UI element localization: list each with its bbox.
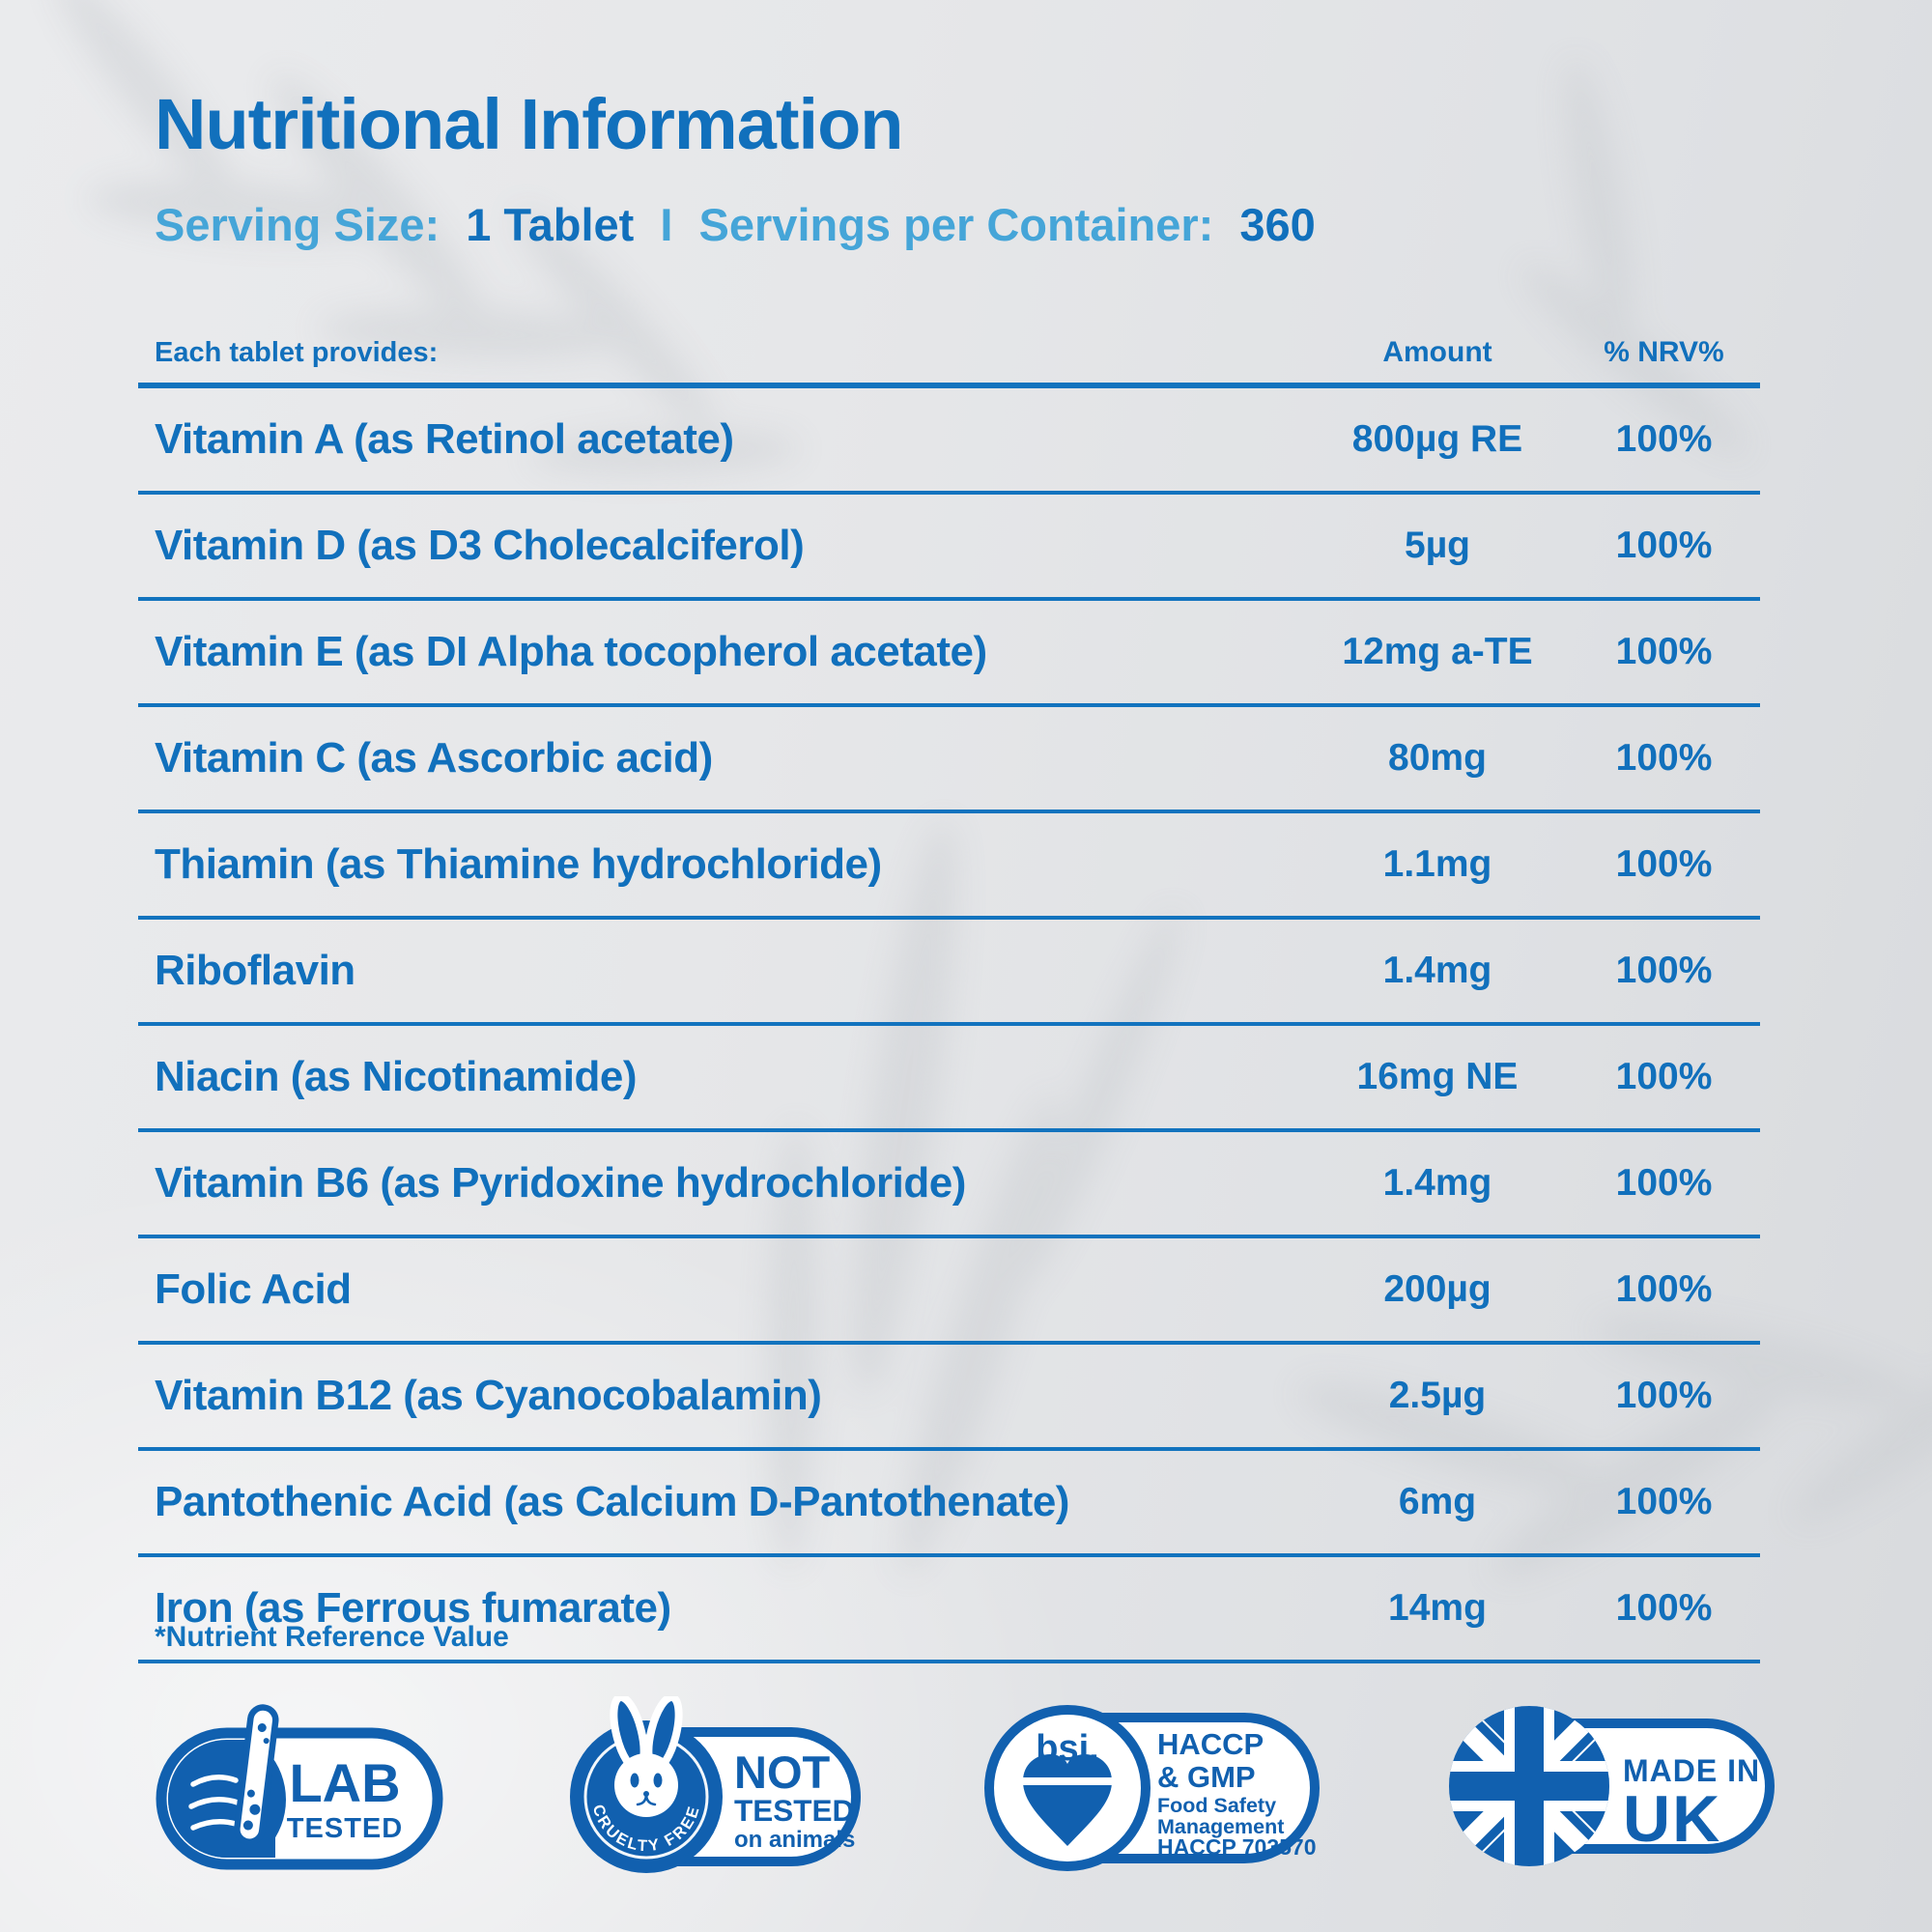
table-row: Iron (as Ferrous fumarate) 14mg 100% [138,1557,1760,1663]
nutrient-nrv: 100% [1615,1375,1713,1416]
table-row: Thiamin (as Thiamine hydrochloride) 1.1m… [138,813,1760,920]
lab-tested-text: TESTED [287,1813,403,1844]
serving-info: Serving Size: 1 Tablet I Servings per Co… [155,199,1316,251]
table-row: Pantothenic Acid (as Calcium D-Pantothen… [138,1451,1760,1557]
nutrient-name: Thiamin (as Thiamine hydrochloride) [155,840,882,888]
nutrient-nrv: 100% [1615,1162,1713,1204]
provides-label: Each tablet provides: [155,337,439,368]
nutrition-table: Each tablet provides: Amount % NRV% Vita… [138,311,1760,1663]
table-row: Vitamin A (as Retinol acetate) 800µg RE … [138,388,1760,495]
table-row: Vitamin D (as D3 Cholecalciferol) 5µg 10… [138,495,1760,601]
haccp-text: HACCP [1157,1727,1264,1761]
nutrient-name: Vitamin A (as Retinol acetate) [155,415,734,463]
food-safety-text: Food Safety [1157,1794,1276,1817]
footnote: *Nutrient Reference Value [155,1621,509,1653]
nutrient-amount: 12mg a-TE [1342,631,1533,672]
made-in-uk-badge: MADE IN UK [1448,1705,1775,1866]
uk-text: UK [1623,1782,1721,1856]
nutrient-name: Folic Acid [155,1265,352,1313]
management-text: Management [1157,1815,1284,1838]
nutrient-amount: 6mg [1398,1481,1477,1522]
nutrient-nrv: 100% [1615,525,1713,566]
servings-per-container-value: 360 [1239,199,1316,250]
table-row: Vitamin E (as DI Alpha tocopherol acetat… [138,601,1760,707]
gmp-text: & GMP [1157,1760,1256,1794]
serving-size-value: 1 Tablet [466,199,635,250]
nutrient-nrv: 100% [1615,737,1713,779]
nutrient-nrv: 100% [1615,1481,1713,1522]
nutrient-name: Riboflavin [155,947,355,994]
nutrient-name: Vitamin B6 (as Pyridoxine hydrochloride) [155,1159,966,1207]
nutrient-amount: 1.1mg [1382,843,1492,885]
nutrient-amount: 800µg RE [1351,418,1523,460]
haccp-number-text: HACCP 703570 [1157,1834,1317,1860]
nutrient-name: Niacin (as Nicotinamide) [155,1053,638,1100]
union-jack-icon [1448,1705,1609,1866]
page-title: Nutritional Information [155,84,903,164]
table-row: Vitamin B12 (as Cyanocobalamin) 2.5µg 10… [138,1345,1760,1451]
serving-size-label: Serving Size: [155,199,440,250]
nutrient-nrv: 100% [1615,631,1713,672]
separator-bar: I [660,199,673,250]
table-row: Vitamin B6 (as Pyridoxine hydrochloride)… [138,1132,1760,1238]
nutrient-nrv: 100% [1615,1268,1713,1310]
made-in-text: MADE IN [1623,1753,1760,1788]
nutrition-rows: Vitamin A (as Retinol acetate) 800µg RE … [138,388,1760,1663]
nutrient-amount: 14mg [1388,1587,1487,1629]
column-header-amount: Amount [1382,336,1492,368]
nutrient-name: Vitamin E (as DI Alpha tocopherol acetat… [155,628,987,675]
nutrient-name: Vitamin C (as Ascorbic acid) [155,734,713,781]
nutrient-nrv: 100% [1615,950,1713,991]
bunny-icon [610,1695,683,1817]
table-header-row: Each tablet provides: Amount % NRV% [138,311,1760,388]
nutrient-nrv: 100% [1615,1056,1713,1097]
not-tested-on-animals-badge: CRUELTY FREE NOT TESTED on animals [569,1695,861,1873]
nutrient-name: Vitamin D (as D3 Cholecalciferol) [155,522,805,569]
nutrient-amount: 2.5µg [1388,1375,1487,1416]
on-animals-text: on animals [734,1827,855,1853]
nutrient-amount: 1.4mg [1382,950,1492,991]
tested-text: TESTED [734,1793,854,1828]
test-tube-icon [234,1703,279,1845]
nutrient-amount: 5µg [1405,525,1470,566]
certification-badges: LAB TESTED CRUELTY F [155,1689,1777,1882]
nutrient-amount: 200µg [1383,1268,1492,1310]
servings-per-container-label: Servings per Container: [698,199,1214,250]
table-row: Vitamin C (as Ascorbic acid) 80mg 100% [138,707,1760,813]
table-row: Folic Acid 200µg 100% [138,1238,1760,1345]
nutrient-name: Iron (as Ferrous fumarate) [155,1584,671,1632]
nutrient-amount: 80mg [1388,737,1487,779]
nutrient-name: Vitamin B12 (as Cyanocobalamin) [155,1372,822,1419]
nutrient-nrv: 100% [1615,843,1713,885]
nutrient-amount: 16mg NE [1356,1056,1519,1097]
table-row: Riboflavin 1.4mg 100% [138,920,1760,1026]
nutrient-nrv: 100% [1615,1587,1713,1629]
nutrient-nrv: 100% [1615,418,1713,460]
bsi-kitemark-icon [1019,1753,1117,1846]
nutrient-amount: 1.4mg [1382,1162,1492,1204]
table-row: Niacin (as Nicotinamide) 16mg NE 100% [138,1026,1760,1132]
column-header-nrv: % NRV% [1604,336,1724,368]
lab-tested-badge: LAB TESTED [156,1703,443,1869]
bsi-haccp-badge: bsi. HACCP & GMP Food Safety Management … [984,1704,1321,1871]
nutrient-name: Pantothenic Acid (as Calcium D-Pantothen… [155,1478,1069,1525]
not-text: NOT [734,1747,831,1798]
lab-text: LAB [289,1752,400,1813]
